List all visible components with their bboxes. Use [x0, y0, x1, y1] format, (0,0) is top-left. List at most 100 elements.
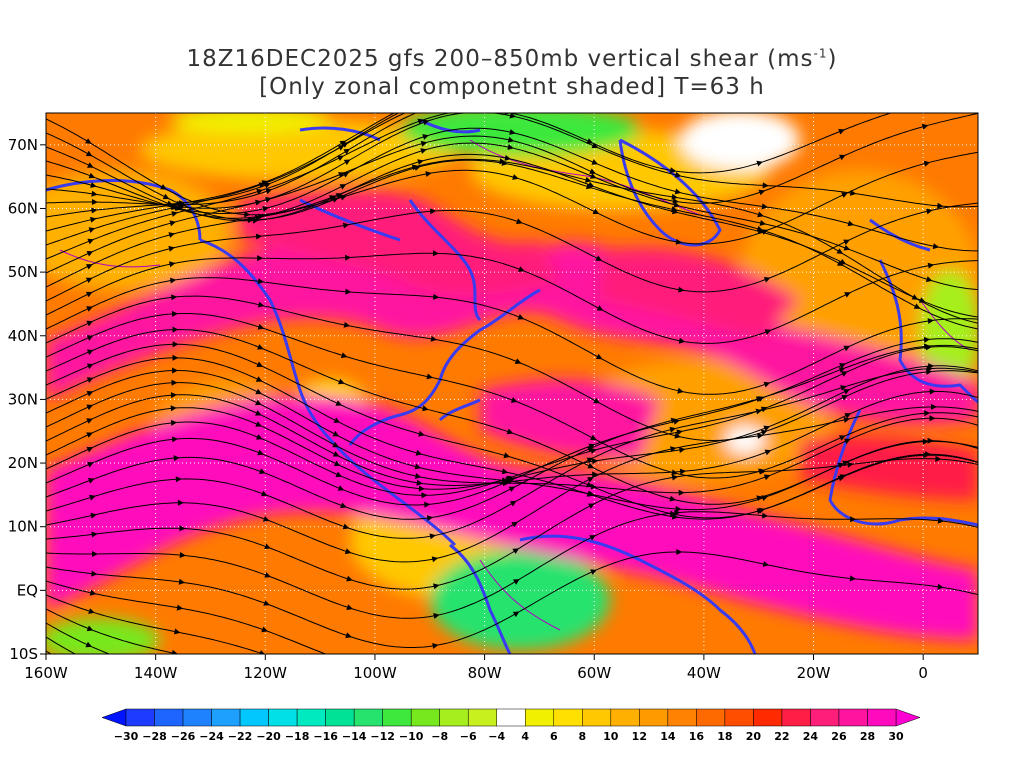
- colorbar-level-label: 4: [521, 730, 529, 743]
- streamline-arrowhead: [591, 458, 599, 465]
- colorbar-level-label: −22: [228, 730, 253, 743]
- streamline-arrowhead: [337, 145, 345, 151]
- streamline: [46, 113, 978, 274]
- streamline-arrowhead: [430, 208, 437, 215]
- colorbar-over-arrow: [895, 708, 921, 727]
- streamline-arrowhead: [758, 507, 766, 514]
- streamline-arrowhead: [675, 238, 682, 245]
- streamline-arrowhead: [174, 628, 181, 635]
- streamline-arrowhead: [335, 400, 343, 406]
- streamline-arrowhead: [837, 462, 845, 469]
- streamline-arrowhead: [339, 184, 347, 190]
- streamline-arrowhead: [763, 474, 771, 481]
- streamline-arrowhead: [504, 479, 511, 486]
- streamline-arrowhead: [264, 543, 271, 550]
- streamline-arrowhead: [255, 410, 262, 416]
- streamline-arrowhead: [422, 119, 430, 126]
- streamline-arrowhead: [255, 199, 262, 206]
- streamline-arrowhead: [169, 261, 176, 268]
- streamline-arrowhead: [671, 469, 678, 476]
- colorbar-swatch: [182, 708, 212, 727]
- streamline-arrowhead: [935, 455, 942, 462]
- streamline-arrowhead: [244, 211, 251, 218]
- streamline-arrowhead: [90, 216, 97, 223]
- streamline-arrowhead: [671, 208, 679, 215]
- streamline-arrowhead: [503, 452, 511, 459]
- streamline-arrowhead: [430, 335, 437, 342]
- streamline-arrowhead: [849, 575, 857, 582]
- streamline-arrowhead: [669, 167, 677, 174]
- streamline-arrowhead: [91, 570, 98, 577]
- streamline-arrowhead: [343, 159, 351, 166]
- streamline-arrowhead: [177, 499, 184, 506]
- colorbar-swatch: [496, 708, 526, 727]
- streamline-arrowhead: [511, 521, 518, 528]
- streamline-arrowhead: [592, 471, 599, 478]
- streamline-arrowhead: [507, 144, 514, 150]
- lat-lon-grid: [46, 113, 978, 654]
- streamline-arrowhead: [255, 233, 263, 240]
- streamline-arrowhead: [420, 140, 428, 147]
- streamline-arrowhead: [171, 379, 178, 386]
- streamline-arrowhead: [431, 556, 439, 563]
- streamline-arrowhead: [925, 451, 932, 458]
- streamline-arrowhead: [172, 326, 179, 333]
- streamline-arrowhead: [176, 201, 184, 207]
- streamline-arrowhead: [592, 208, 600, 214]
- streamline-arrowhead: [590, 483, 597, 490]
- streamline-arrowhead: [929, 388, 936, 395]
- streamline-arrowhead: [252, 217, 259, 224]
- streamline-arrowhead: [416, 479, 423, 486]
- streamline-arrowhead: [417, 118, 424, 125]
- streamline-arrowhead: [590, 434, 597, 441]
- streamline-arrowhead: [421, 492, 428, 499]
- streamline-arrowhead: [255, 421, 262, 427]
- streamline-arrowhead: [844, 438, 851, 445]
- streamline-arrowhead: [763, 277, 771, 283]
- streamline-arrowhead: [675, 505, 682, 512]
- streamline-arrowhead: [168, 232, 176, 238]
- lat-tick-label: EQ: [17, 581, 38, 599]
- streamline-arrowhead: [762, 512, 769, 519]
- zonal-shear-shading: [46, 113, 978, 654]
- streamline: [46, 132, 978, 330]
- streamline-arrowhead: [258, 182, 266, 188]
- streamline-arrowhead: [585, 176, 592, 183]
- streamline-arrowhead: [255, 214, 262, 221]
- streamline-arrowhead: [172, 354, 179, 361]
- colorbar-level-label: 22: [774, 730, 789, 743]
- streamline-arrowhead: [761, 495, 769, 501]
- streamline: [46, 113, 400, 218]
- streamline-arrowhead: [256, 434, 263, 440]
- streamline-arrowhead: [678, 489, 685, 496]
- streamline-arrowhead: [762, 182, 769, 189]
- colorbar-level-label: −14: [342, 730, 367, 743]
- streamline-arrowhead: [761, 229, 769, 235]
- streamline-arrowhead: [764, 449, 772, 456]
- streamline-arrowhead: [673, 201, 680, 208]
- lon-tick-label: 140W: [134, 664, 178, 682]
- streamline-arrowhead: [595, 353, 603, 360]
- streamline-arrowhead: [340, 352, 348, 359]
- streamline-arrowhead: [333, 460, 341, 466]
- streamline-arrowhead: [257, 323, 265, 330]
- streamline-arrowhead: [261, 626, 268, 633]
- colorbar-under-arrow: [101, 708, 127, 727]
- streamline: [46, 313, 978, 479]
- colorbar-level-label: 20: [746, 730, 762, 743]
- streamline-arrowhead: [755, 396, 763, 403]
- streamline-arrowhead: [262, 206, 269, 212]
- longitude-axis: 160W 140W 120W 100W 80W 60W 40W 20W 0: [24, 654, 928, 682]
- streamline-arrowhead: [337, 485, 345, 491]
- streamline-arrowhead: [929, 415, 936, 422]
- colorbar-level-label: 30: [888, 730, 904, 743]
- colorbar-swatch: [410, 708, 440, 727]
- streamline-arrowhead: [924, 410, 931, 417]
- streamline-arrowhead: [335, 193, 343, 199]
- streamline-arrowhead: [88, 172, 96, 179]
- streamline-arrowhead: [921, 123, 929, 130]
- streamline: [46, 151, 978, 288]
- streamline-arrowhead: [512, 548, 520, 554]
- streamline-arrowhead: [589, 535, 596, 541]
- colorbar-level-label: 6: [550, 730, 558, 743]
